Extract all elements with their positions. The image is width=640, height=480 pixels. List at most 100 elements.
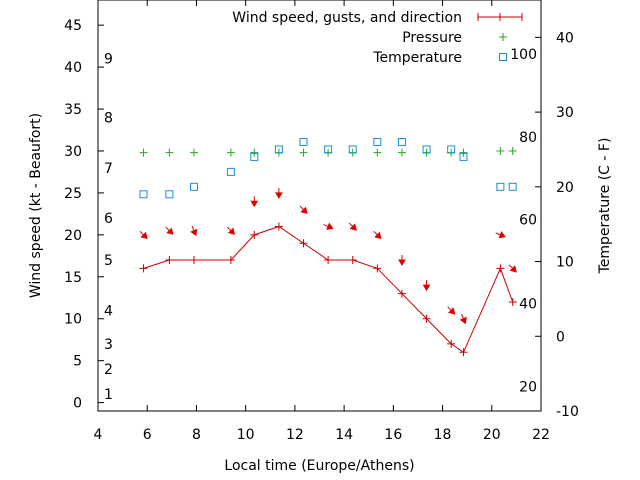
wind-direction-arrowhead [300, 206, 308, 214]
pressure-point [397, 148, 406, 157]
wind-speed-point [226, 256, 235, 265]
wind-direction-arrowhead [166, 227, 174, 235]
pressure-point [459, 148, 468, 157]
wind-direction-arrowhead [140, 231, 148, 240]
temperature-point [299, 137, 308, 146]
fahrenheit-label: 100 [510, 47, 537, 63]
beaufort-label: 5 [104, 253, 113, 269]
temperature-point [447, 145, 456, 154]
legend-label: Wind speed, gusts, and direction [232, 10, 462, 26]
wind-direction-arrowhead [459, 316, 467, 325]
wind-direction-arrowhead [275, 192, 283, 199]
y-tick-label: 10 [64, 312, 82, 328]
legend-label: Pressure [402, 30, 462, 46]
temperature-point [250, 152, 259, 161]
x-tick-label: 22 [532, 427, 550, 443]
wind-speed-point [348, 256, 357, 265]
beaufort-label: 6 [104, 211, 113, 227]
fahrenheit-label: 40 [519, 296, 537, 312]
beaufort-label: 8 [104, 110, 113, 126]
y-tick-label: 25 [64, 186, 82, 202]
temperature-point [348, 145, 357, 154]
y2-tick-label: -10 [556, 404, 579, 420]
wind-speed-point [422, 314, 431, 323]
x-axis-title: Local time (Europe/Athens) [224, 458, 414, 474]
wind-speed-point [165, 256, 174, 265]
fahrenheit-label: 80 [519, 130, 537, 146]
temperature-point [508, 182, 517, 191]
temperature-point [397, 137, 406, 146]
temperature-point [422, 145, 431, 154]
wind-direction-arrowhead [250, 200, 259, 208]
x-tick-label: 20 [483, 427, 501, 443]
pressure-point [373, 148, 382, 157]
temperature-point [226, 167, 235, 176]
x-tick-label: 14 [335, 427, 353, 443]
wind-speed-point [250, 230, 259, 239]
wind-speed-point [324, 256, 333, 265]
temperature-point [165, 190, 174, 199]
y-axis-title: Wind speed (kt - Beaufort) [28, 113, 44, 298]
x-tick-label: 4 [94, 427, 103, 443]
x-tick-label: 8 [192, 427, 201, 443]
x-tick-label: 6 [143, 427, 152, 443]
y2-tick-label: 30 [556, 105, 574, 121]
wind-speed-point [508, 297, 517, 306]
temperature-point [139, 190, 148, 199]
temperature-point [496, 182, 505, 191]
beaufort-label: 1 [104, 387, 113, 403]
plot-frame [97, 0, 542, 412]
wind-speed-point [459, 348, 468, 357]
wind-speed-point [274, 222, 283, 231]
x-tick-label: 12 [286, 427, 304, 443]
wind-direction-arrowhead [326, 222, 334, 230]
pressure-point [496, 146, 505, 155]
y-tick-label: 30 [64, 144, 82, 160]
y2-tick-label: 20 [556, 180, 574, 196]
temperature-point [189, 182, 198, 191]
wind-direction-arrowhead [498, 231, 506, 239]
wind-direction-arrowhead [509, 265, 517, 273]
legend-pressure-symbol [499, 33, 507, 41]
pressure-point [139, 148, 148, 157]
wind-direction-arrowhead [190, 228, 198, 237]
y-tick-label: 0 [73, 396, 82, 412]
beaufort-label: 3 [104, 337, 113, 353]
y-tick-label: 5 [73, 354, 82, 370]
pressure-point [299, 148, 308, 157]
temperature-point [324, 145, 333, 154]
wind-speed-point [397, 289, 406, 298]
y2-tick-label: 40 [556, 30, 574, 46]
wind-direction-arrowhead [422, 284, 431, 292]
wind-speed-point [189, 256, 198, 265]
pressure-point [250, 148, 259, 157]
x-tick-label: 18 [434, 427, 452, 443]
wind-speed-line [143, 225, 514, 354]
pressure-point [189, 148, 198, 157]
x-tick-label: 10 [237, 427, 255, 443]
legend-label: Temperature [372, 50, 462, 66]
fahrenheit-label: 60 [519, 213, 537, 229]
pressure-point [508, 146, 517, 155]
beaufort-label: 4 [104, 303, 113, 319]
beaufort-label: 2 [104, 362, 113, 378]
fahrenheit-label: 20 [519, 379, 537, 395]
wind-speed-point [139, 264, 148, 273]
legend-temperature-symbol [499, 53, 507, 61]
y2-tick-label: 0 [556, 329, 565, 345]
wind-speed-point [373, 264, 382, 273]
temperature-point [459, 152, 468, 161]
wind-direction-arrowhead [448, 307, 456, 315]
wind-speed-point [299, 239, 308, 248]
wind-speed-point [496, 264, 505, 273]
y2-tick-label: 10 [556, 255, 574, 271]
temperature-point [373, 137, 382, 146]
x-tick-label: 16 [384, 427, 402, 443]
y-tick-label: 20 [64, 228, 82, 244]
wind-direction-arrowhead [374, 231, 382, 240]
beaufort-label: 9 [104, 52, 113, 68]
beaufort-label: 7 [104, 161, 113, 177]
wind-direction-arrowhead [227, 227, 236, 235]
